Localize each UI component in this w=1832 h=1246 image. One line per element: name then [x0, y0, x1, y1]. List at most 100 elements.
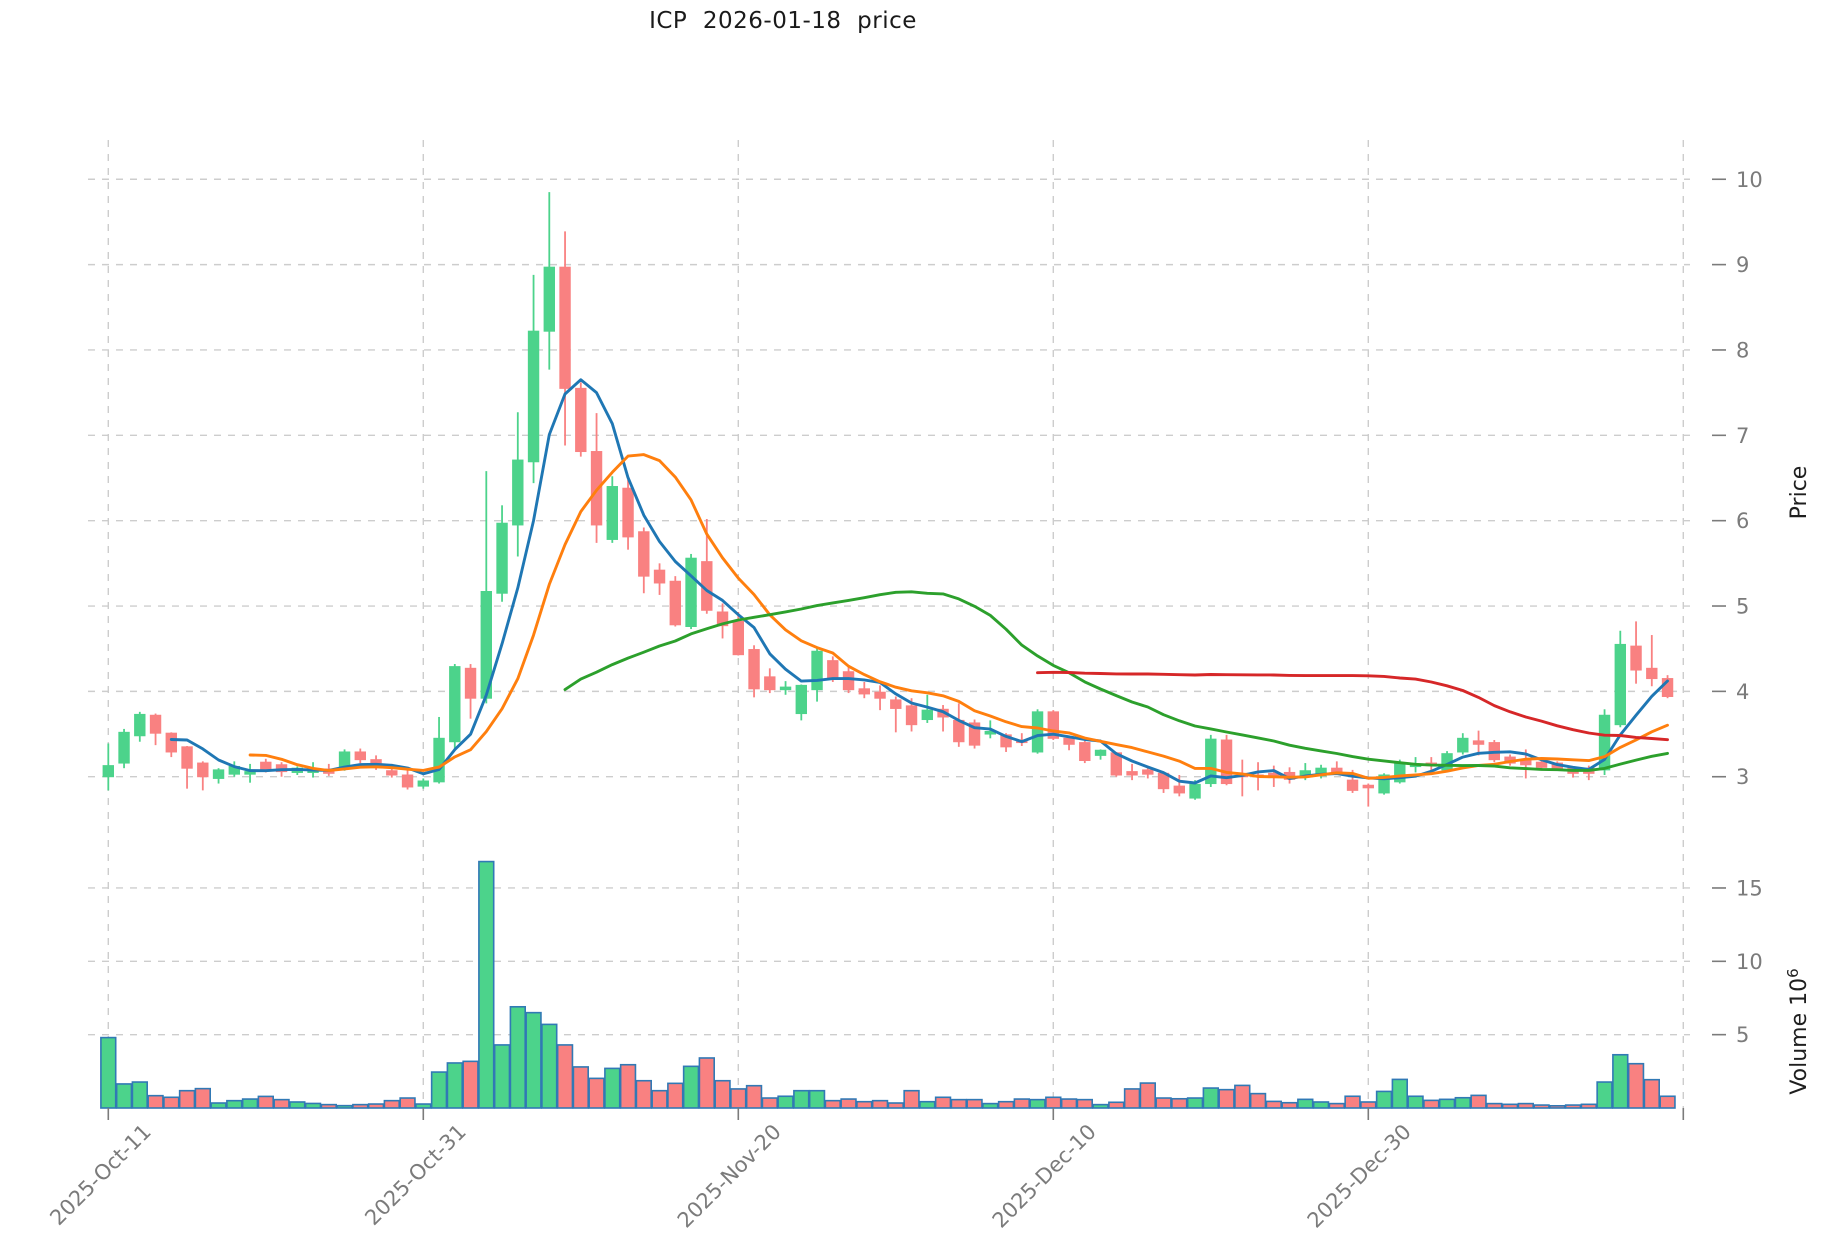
volume-tick-label: 15: [1736, 876, 1763, 900]
candle-body: [732, 620, 744, 656]
volume-bar: [1407, 1095, 1424, 1109]
volume-bar: [635, 1079, 653, 1109]
volume-bar: [541, 1023, 558, 1109]
volume-bar: [241, 1098, 259, 1109]
volume-bar: [304, 1102, 322, 1109]
candle-body: [779, 686, 792, 691]
volume-bar: [1549, 1104, 1566, 1109]
volume-bar: [1612, 1053, 1629, 1109]
volume-bar: [509, 1005, 526, 1109]
volume-bar: [1360, 1101, 1377, 1109]
volume-bar: [1139, 1082, 1157, 1109]
volume-bar: [997, 1100, 1015, 1109]
candle-body: [606, 486, 618, 540]
candle-body: [1457, 737, 1469, 753]
volume-bar: [478, 860, 495, 1109]
volume-bar: [698, 1057, 716, 1109]
volume-bar: [1470, 1094, 1487, 1109]
volume-bar: [1344, 1095, 1361, 1109]
date-tick-label: 2025-Oct-11: [45, 1120, 155, 1230]
volume-bar: [1564, 1104, 1582, 1109]
candle-body: [260, 761, 272, 770]
volume-bar: [257, 1095, 274, 1109]
volume-bar: [667, 1082, 684, 1109]
volume-bar: [619, 1063, 637, 1109]
volume-bar: [840, 1098, 857, 1109]
volume-bar: [383, 1099, 400, 1109]
candle-body: [874, 691, 886, 699]
volume-bar: [1234, 1084, 1251, 1109]
volume-bar: [415, 1103, 432, 1109]
volume-bar: [163, 1096, 180, 1109]
volume-bar: [556, 1044, 574, 1109]
candle-body: [1614, 643, 1626, 726]
candle-body: [827, 660, 839, 680]
candle-body: [1189, 783, 1201, 799]
axis-titles: Price Volume 106: [1784, 466, 1812, 1095]
candle-body: [1630, 645, 1642, 671]
candle-body: [417, 780, 430, 787]
candle-body: [197, 762, 209, 778]
candle-body: [1220, 739, 1233, 785]
volume-bar: [1501, 1103, 1519, 1109]
price-tick-label: 8: [1736, 338, 1749, 362]
candle-body: [1063, 737, 1075, 745]
candle-body: [795, 684, 807, 715]
volume-bar: [777, 1095, 794, 1109]
candle-body: [543, 266, 555, 332]
volume-bar: [730, 1088, 747, 1109]
price-tick-label: 3: [1736, 765, 1749, 789]
volume-bar: [714, 1079, 731, 1109]
candle-body: [968, 722, 981, 746]
price-tick-label: 4: [1736, 680, 1749, 704]
ma-line-30: [563, 590, 1669, 772]
volume-bar: [1627, 1062, 1645, 1109]
candle-body: [433, 737, 445, 783]
volume-bar: [320, 1103, 337, 1109]
volume-bar: [525, 1011, 542, 1109]
volume-tick-label: 10: [1736, 950, 1763, 974]
candle-body: [1047, 711, 1059, 739]
volume-bar: [147, 1094, 164, 1109]
candle-body: [669, 580, 681, 626]
volume-bar: [1013, 1098, 1031, 1109]
volume-bar: [1580, 1103, 1598, 1109]
candle-body: [1031, 711, 1044, 753]
candle-body: [212, 769, 225, 779]
price-tick-label: 7: [1736, 424, 1749, 448]
candle-body: [1378, 774, 1390, 794]
volume-bar: [1659, 1095, 1676, 1109]
volume-bar: [856, 1100, 873, 1109]
price-tick-label: 9: [1736, 253, 1749, 277]
volume-bar: [100, 1036, 117, 1109]
candle-body: [1126, 771, 1138, 776]
volume-bar: [1092, 1103, 1109, 1109]
candle-body: [905, 705, 918, 726]
candle-body: [921, 709, 933, 721]
volume-bar: [1312, 1101, 1330, 1109]
volume-bar: [226, 1099, 243, 1109]
candle-body: [748, 649, 760, 690]
candle-body: [653, 569, 666, 584]
candle-body: [1362, 784, 1374, 789]
volume-bar: [1186, 1097, 1204, 1109]
candle-body: [118, 731, 130, 764]
candle-body: [575, 387, 587, 453]
volume-bar: [919, 1100, 936, 1109]
price-tick-label: 10: [1736, 168, 1763, 192]
candle-body: [1472, 740, 1485, 745]
candle-body: [716, 611, 729, 627]
volume-bar: [1391, 1078, 1409, 1109]
candles: [102, 192, 1674, 807]
volume-axis-title: Volume 106: [1784, 968, 1812, 1094]
volume-bar: [966, 1098, 983, 1109]
volume-bar: [210, 1102, 227, 1109]
volume-bar: [1533, 1104, 1550, 1109]
candle-body: [1094, 749, 1107, 756]
volume-bar: [1249, 1092, 1267, 1109]
candle-body: [181, 746, 193, 769]
candle-body: [622, 487, 634, 538]
candle-body: [764, 676, 776, 691]
volume-bar: [651, 1089, 668, 1109]
candle-body: [1142, 769, 1154, 775]
